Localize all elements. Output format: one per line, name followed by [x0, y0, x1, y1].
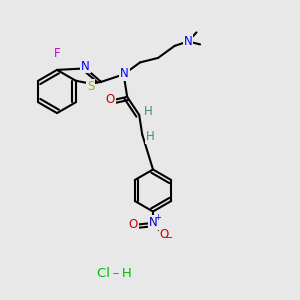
Text: O: O — [106, 93, 115, 106]
Text: S: S — [87, 80, 94, 93]
Text: N: N — [81, 59, 90, 73]
Text: +: + — [154, 213, 160, 222]
Text: N: N — [184, 35, 193, 48]
Text: F: F — [54, 47, 60, 60]
Text: N: N — [120, 67, 129, 80]
Text: H: H — [146, 130, 155, 143]
Text: O: O — [129, 218, 138, 231]
Text: O: O — [160, 227, 169, 241]
Text: Cl – H: Cl – H — [97, 267, 131, 280]
Text: −: − — [165, 233, 174, 243]
Text: N: N — [149, 216, 158, 230]
Text: H: H — [144, 105, 153, 119]
